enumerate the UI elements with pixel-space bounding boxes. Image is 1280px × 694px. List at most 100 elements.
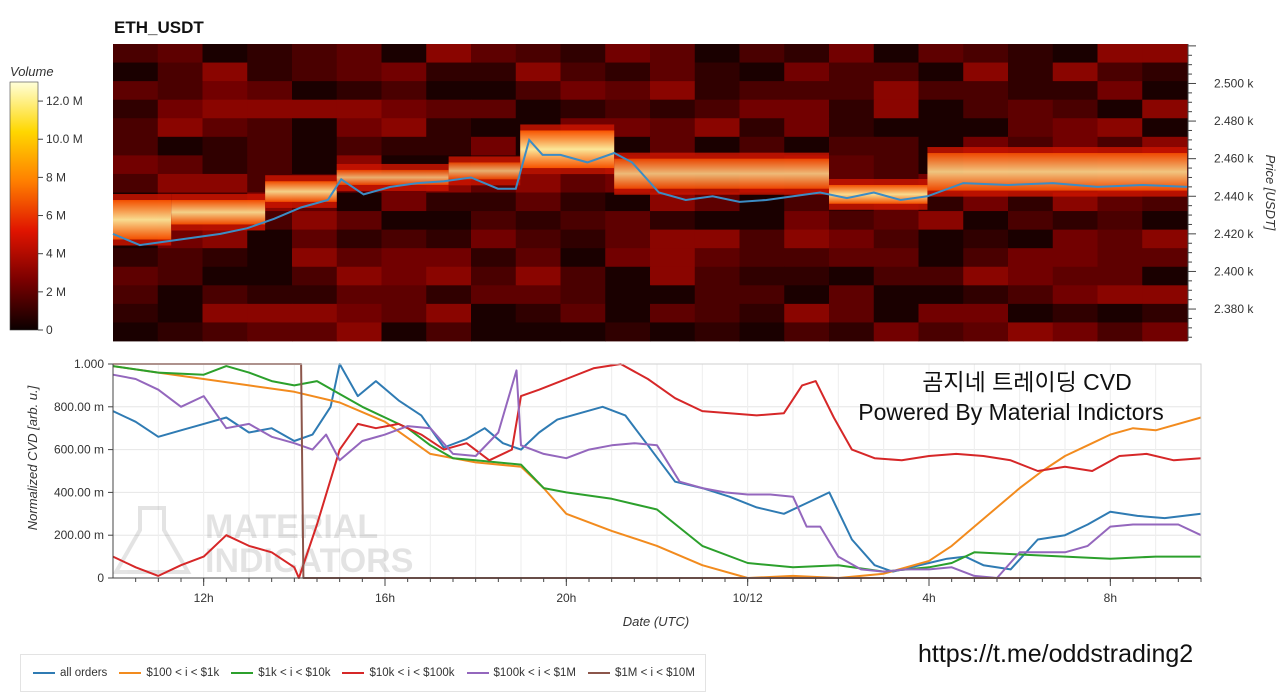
heatmap-cell — [471, 44, 517, 63]
heatmap-cell — [1052, 266, 1099, 286]
heatmap-hot-band — [113, 200, 172, 240]
heatmap-cell — [157, 266, 204, 286]
legend-item[interactable]: all orders — [33, 667, 107, 679]
heatmap-cell — [829, 118, 875, 138]
heatmap-cell — [918, 118, 964, 138]
heatmap-cell — [560, 285, 606, 305]
heatmap-cell — [381, 211, 427, 231]
heatmap-cell — [157, 303, 204, 323]
heatmap-cell — [784, 211, 830, 231]
heatmap-cell — [113, 62, 159, 82]
cvd-grid — [113, 363, 1202, 579]
heatmap-cell — [605, 322, 651, 342]
heatmap-cell — [515, 99, 562, 119]
heatmap-cell — [515, 211, 562, 231]
price-axis-title: Price [USDT] — [1263, 155, 1278, 231]
legend-swatch — [342, 672, 365, 674]
heatmap-cell — [829, 303, 875, 323]
heatmap-title: ETH_USDT — [114, 18, 204, 37]
heatmap-cell — [694, 118, 741, 138]
heatmap-cell — [829, 266, 875, 286]
legend-item[interactable]: $1M < i < $10M — [588, 667, 695, 679]
heatmap-cell — [694, 266, 741, 286]
heatmap-cell — [202, 44, 248, 63]
x-axis-title: Date (UTC) — [623, 614, 689, 629]
heatmap-cell — [918, 322, 964, 342]
colorbar-tick-label: 12.0 M — [46, 94, 83, 108]
heatmap-cell — [292, 44, 338, 63]
heatmap-cell — [471, 192, 517, 212]
heatmap-cell — [113, 303, 159, 323]
legend-swatch — [466, 672, 489, 674]
heatmap-cell — [336, 303, 383, 323]
legend-item[interactable]: $10k < i < $100k — [342, 667, 455, 679]
heatmap-cell — [471, 303, 517, 323]
heatmap-cell — [292, 118, 338, 138]
heatmap-cell — [113, 155, 159, 175]
heatmap-cell — [426, 99, 472, 119]
heatmap-cell — [694, 62, 741, 82]
heatmap-cell — [784, 266, 830, 286]
heatmap-cell — [1097, 248, 1143, 268]
legend-swatch — [119, 672, 142, 674]
heatmap-cell — [650, 211, 696, 231]
heatmap-cell — [113, 136, 159, 156]
heatmap-cell — [650, 118, 696, 138]
heatmap-cell — [963, 192, 1009, 212]
heatmap-cell — [918, 266, 964, 286]
heatmap-cell — [247, 322, 293, 342]
legend-item[interactable]: $1k < i < $10k — [231, 667, 330, 679]
legend-item[interactable]: $100k < i < $1M — [466, 667, 576, 679]
legend-label: $1k < i < $10k — [258, 667, 331, 679]
heatmap-cell — [157, 173, 204, 193]
heatmap-cell — [1052, 229, 1099, 249]
cvd-x-tick-label: 20h — [556, 591, 576, 605]
heatmap-cell — [157, 136, 204, 156]
heatmap-cell — [1008, 62, 1054, 82]
heatmap-cell — [694, 81, 741, 101]
heatmap-cell — [605, 136, 651, 156]
heatmap-cell — [247, 99, 293, 119]
heatmap-cell — [873, 118, 920, 138]
heatmap-cell — [873, 99, 920, 119]
heatmap-cell — [694, 211, 741, 231]
heatmap-cell — [650, 192, 696, 212]
heatmap-cell — [560, 229, 606, 249]
heatmap-cell — [560, 192, 606, 212]
heatmap-cell — [560, 303, 606, 323]
heatmap-cell — [381, 229, 427, 249]
heatmap-cell — [157, 322, 204, 342]
colorbar-tick-label: 2 M — [46, 285, 66, 299]
heatmap-cell — [381, 248, 427, 268]
heatmap-hot-band — [614, 158, 829, 189]
heatmap-cell — [829, 211, 875, 231]
heatmap-cell — [157, 118, 204, 138]
heatmap-cell — [1097, 192, 1143, 212]
heatmap-cell — [560, 248, 606, 268]
heatmap-cell — [426, 266, 472, 286]
heatmap-cell — [202, 62, 248, 82]
colorbar-title: Volume — [10, 64, 54, 79]
heatmap-cell — [1097, 211, 1143, 231]
colorbar-tick-label: 0 — [46, 323, 53, 337]
heatmap-cell — [247, 118, 293, 138]
telegram-link[interactable]: https://t.me/oddstrading2 — [918, 640, 1194, 668]
heatmap-cell — [202, 136, 248, 156]
colorbar-tick-label: 10.0 M — [46, 132, 83, 146]
heatmap-cell — [963, 44, 1009, 63]
heatmap-cell — [560, 211, 606, 231]
legend-item[interactable]: $100 < i < $1k — [119, 667, 219, 679]
heatmap-cell — [336, 322, 383, 342]
heatmap-cell — [694, 192, 741, 212]
heatmap-cell — [1008, 303, 1054, 323]
price-line-path — [112, 137, 1188, 247]
heatmap-cell — [1097, 229, 1143, 249]
heatmap-cell — [1008, 44, 1054, 63]
heatmap-cell — [650, 266, 696, 286]
heatmap-cell — [1052, 192, 1099, 212]
heatmap-cell — [515, 62, 562, 82]
heatmap-cell — [918, 211, 964, 231]
heatmap-cell — [113, 248, 159, 268]
price-tick-label: 2.500 k — [1214, 76, 1254, 90]
heatmap-cell — [1097, 99, 1143, 119]
